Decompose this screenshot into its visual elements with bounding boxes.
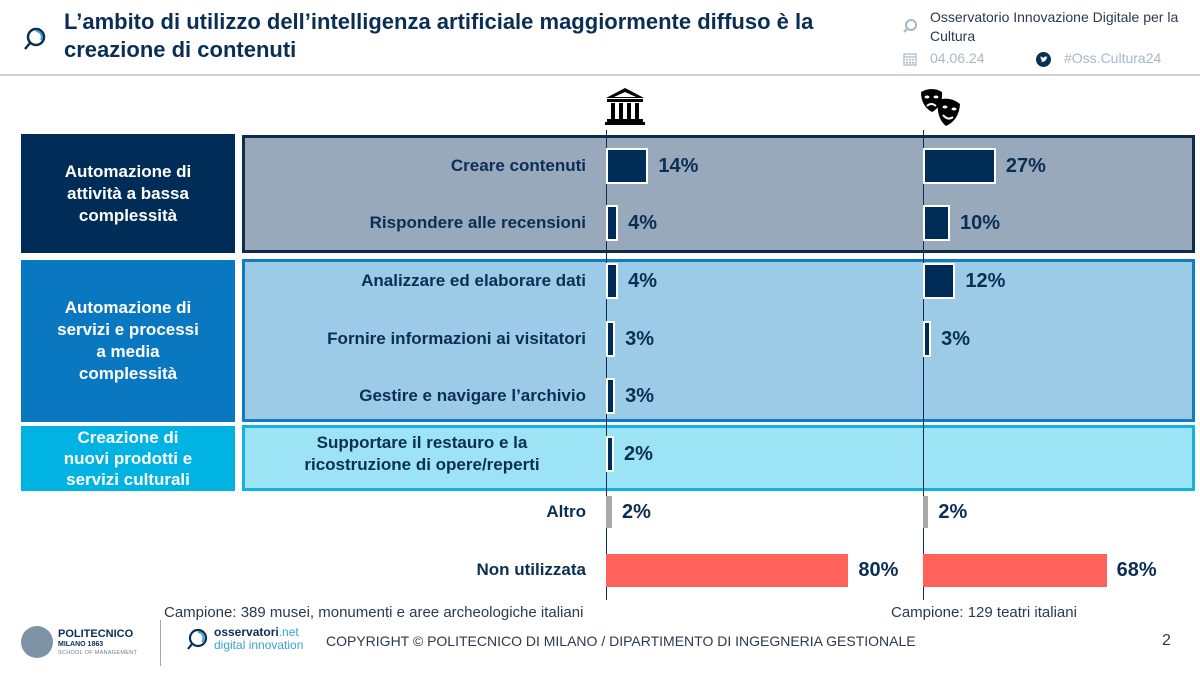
bar-museums xyxy=(606,436,614,472)
museum-icon xyxy=(605,88,645,125)
category-row-label: Creare contenuti xyxy=(451,155,586,177)
value-label: 4% xyxy=(628,270,658,292)
bar-museums xyxy=(606,263,619,299)
bar-theatres xyxy=(923,553,1107,587)
copyright: COPYRIGHT © POLITECNICO DI MILANO / DIPA… xyxy=(326,633,916,649)
header-divider xyxy=(0,74,1200,76)
bar-museums xyxy=(606,148,649,184)
category-row-label: Gestire e navigare l’archivio xyxy=(359,385,586,407)
category-low-complexity: Automazione di attività a bassa complessit… xyxy=(21,134,235,253)
category-medium-complexity: Automazione di servizi e processi a media c… xyxy=(21,260,235,422)
footer-divider xyxy=(160,620,161,666)
twitter-icon[interactable] xyxy=(1036,52,1051,67)
bar-museums xyxy=(606,553,849,587)
category-label-line: complessità xyxy=(78,364,178,383)
theatre-masks-icon xyxy=(921,89,960,126)
panel-medium-complexity xyxy=(242,259,1195,422)
axis-museums xyxy=(606,130,607,600)
value-label: 12% xyxy=(965,270,1006,292)
row-label-line: Fornire informazioni ai visitatori xyxy=(327,329,586,348)
sample-museums: Campione: 389 musei, monumenti e aree ar… xyxy=(164,604,584,621)
row-label-line: ricostruzione di opere/reperti xyxy=(304,455,540,474)
value-label: 2% xyxy=(622,501,651,523)
calendar-icon xyxy=(903,53,917,66)
category-label-line: complessità xyxy=(78,205,178,225)
category-row-label: Analizzare ed elaborare dati xyxy=(361,270,586,292)
category-row-label: Non utilizzata xyxy=(476,559,586,581)
magnifier-logo-icon xyxy=(24,27,46,50)
category-label-line: a media xyxy=(96,342,160,361)
row-label-line: Creare contenuti xyxy=(450,156,586,175)
category-label-line: servizi e processi xyxy=(57,320,199,339)
category-label-line: Automazione di xyxy=(64,161,192,181)
bar-museums xyxy=(606,205,619,241)
value-label: 2% xyxy=(938,501,968,523)
panel-new-products xyxy=(242,425,1195,491)
page-title: L’ambito di utilizzo dell’intelligenza a… xyxy=(64,9,814,62)
bar-theatres xyxy=(923,148,996,184)
bar-theatres xyxy=(923,205,950,241)
osservatori-word: osservatori xyxy=(214,625,279,639)
bar-museums xyxy=(606,378,616,414)
polimi-name: POLITECNICO xyxy=(58,628,134,640)
category-label-line: Creazione di xyxy=(77,428,179,447)
value-label: 4% xyxy=(628,212,658,234)
value-label: 3% xyxy=(625,385,654,407)
hashtag: #Oss.Cultura24 xyxy=(1064,50,1162,66)
page-number: 2 xyxy=(1162,632,1171,649)
polimi-logo-icon xyxy=(21,626,53,658)
polimi-school: SCHOOL OF MANAGEMENT xyxy=(58,650,138,656)
osservatori-logo-icon xyxy=(187,628,208,650)
value-label: 27% xyxy=(1005,155,1046,177)
observatory-name: Osservatorio Innovazione Digitale per la… xyxy=(930,9,1179,44)
bar-theatres xyxy=(923,263,956,299)
row-label-line: Non utilizzata xyxy=(476,560,586,579)
category-label-line: nuovi prodotti e xyxy=(63,449,193,468)
bar-museums xyxy=(606,496,613,528)
bar-theatres xyxy=(923,321,932,357)
bar-theatres xyxy=(923,496,929,528)
row-label-line: Rispondere alle recensioni xyxy=(369,213,586,232)
value-label: 10% xyxy=(960,212,1001,234)
category-label: Automazione di attività a bassa complessit… xyxy=(65,161,192,227)
value-label: 14% xyxy=(658,155,699,177)
row-label-line: Analizzare ed elaborare dati xyxy=(361,271,586,290)
value-label: 2% xyxy=(624,443,653,465)
row-label-line: Gestire e navigare l’archivio xyxy=(359,386,586,405)
category-new-products: Creazione di nuovi prodotti e servizi cult… xyxy=(21,426,235,491)
date: 04.06.24 xyxy=(930,50,985,66)
category-row-label: Altro xyxy=(546,501,586,523)
category-row-label: Rispondere alle recensioni xyxy=(370,212,586,234)
value-label: 80% xyxy=(858,559,899,581)
category-label-line: attività a bassa xyxy=(67,183,189,203)
bar-museums xyxy=(606,321,616,357)
panel-low-complexity xyxy=(242,135,1195,253)
category-label-line: Automazione di xyxy=(64,298,192,317)
sample-theatres: Campione: 129 teatri italiani xyxy=(891,604,1077,621)
polimi-subtitle: MILANO 1863 xyxy=(58,641,104,648)
osservatori-net: .net xyxy=(278,625,299,639)
category-label: Automazione di servizi e processi a media c… xyxy=(57,297,199,385)
category-row-label: Supportare il restauro e la ricostruzione… xyxy=(252,432,592,476)
row-label-line: Altro xyxy=(546,502,586,521)
row-label-line: Supportare il restauro e la xyxy=(316,433,528,452)
category-label-line: servizi culturali xyxy=(66,470,190,489)
value-label: 3% xyxy=(941,328,970,350)
osservatori-name: osservatori.net xyxy=(214,626,299,639)
value-label: 68% xyxy=(1116,559,1157,581)
axis-theatres xyxy=(923,130,924,600)
osservatori-subtitle: digital innovation xyxy=(214,638,304,652)
category-row-label: Fornire informazioni ai visitatori xyxy=(327,328,586,350)
value-label: 3% xyxy=(625,328,654,350)
category-label: Creazione di nuovi prodotti e servizi cult… xyxy=(64,427,192,490)
observatory-icon xyxy=(903,19,917,33)
